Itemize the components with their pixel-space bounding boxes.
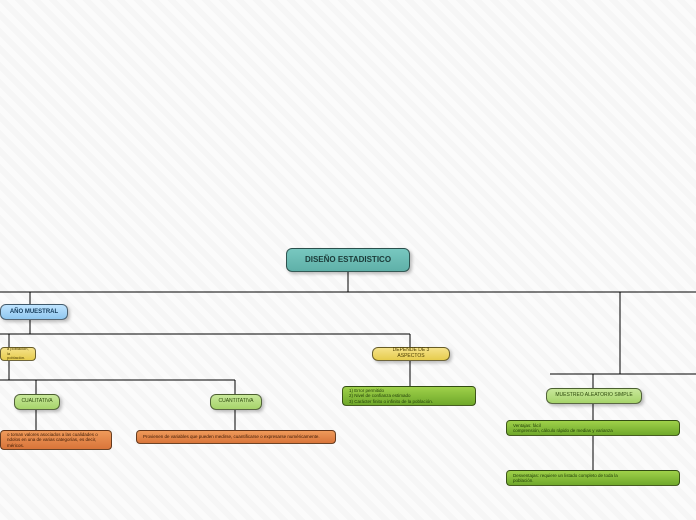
root-node[interactable]: DISEÑO ESTADISTICO	[286, 248, 410, 272]
root-label: DISEÑO ESTADISTICO	[305, 255, 391, 264]
label: a población, la población.	[7, 347, 29, 361]
label: Desventajas: requiere un listado complet…	[513, 473, 618, 483]
node-muestreo[interactable]: MUESTREO ALEATORIO SIMPLE	[546, 388, 642, 404]
node-cuantitativa-desc[interactable]: Provienen de variables que pueden medirs…	[136, 430, 336, 444]
label: o toman valores asociados a las cualidad…	[7, 432, 105, 448]
node-depende[interactable]: DEPENDE DE 3 ASPECTOS	[372, 347, 450, 361]
node-desventajas[interactable]: Desventajas: requiere un listado complet…	[506, 470, 680, 486]
label: Ventajas: fácil comprensión, cálculo ráp…	[513, 423, 613, 433]
node-cualitativa[interactable]: CUALITATIVA	[14, 394, 60, 410]
label: AÑO MUESTRAL	[10, 309, 58, 316]
node-tamano-muestral[interactable]: AÑO MUESTRAL	[0, 304, 68, 320]
mindmap-canvas: DISEÑO ESTADISTICO AÑO MUESTRAL a poblac…	[0, 0, 696, 520]
label: Provienen de variables que pueden medirs…	[143, 434, 320, 439]
label: DEPENDE DE 3 ASPECTOS	[381, 348, 441, 360]
label: 1) Error permitido 2) Nivel de confianza…	[349, 388, 433, 404]
label: CUALITATIVA	[21, 399, 52, 405]
node-aspectos-list[interactable]: 1) Error permitido 2) Nivel de confianza…	[342, 386, 476, 406]
node-ventajas[interactable]: Ventajas: fácil comprensión, cálculo ráp…	[506, 420, 680, 436]
label: MUESTREO ALEATORIO SIMPLE	[555, 393, 632, 399]
label: CUANTITATIVA	[219, 399, 254, 405]
node-cualitativa-desc[interactable]: o toman valores asociados a las cualidad…	[0, 430, 112, 450]
node-cuantitativa[interactable]: CUANTITATIVA	[210, 394, 262, 410]
node-poblacion[interactable]: a población, la población.	[0, 347, 36, 361]
